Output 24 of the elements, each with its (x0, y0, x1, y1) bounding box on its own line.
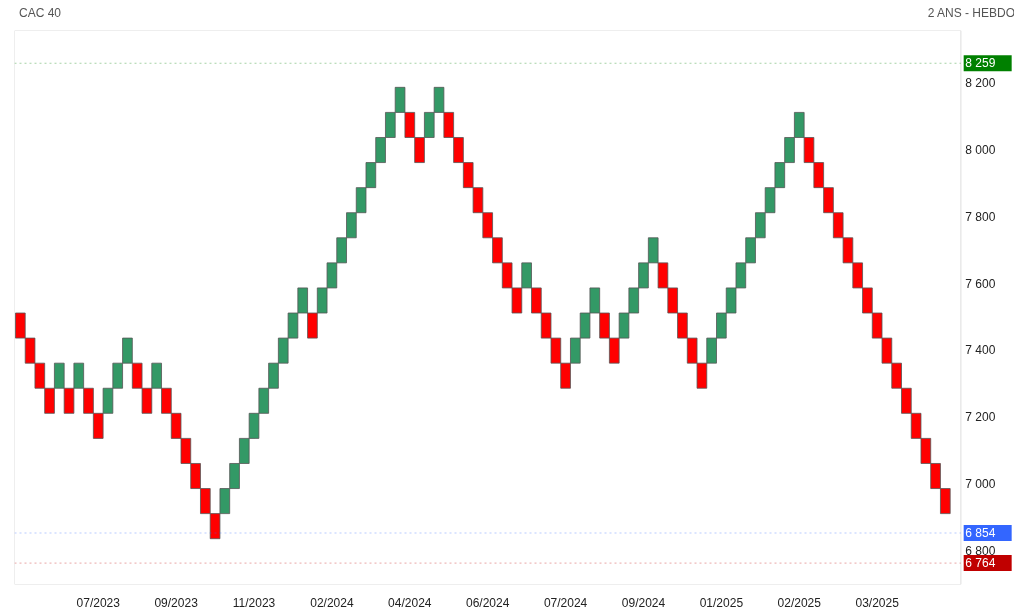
x-tick-label: 07/2023 (76, 595, 121, 610)
y-tick-label: 8 200 (965, 75, 996, 90)
y-tick-label: 7 000 (965, 477, 996, 492)
y-tick-label: 8 000 (965, 142, 996, 157)
chart-title: CAC 40 (19, 5, 62, 22)
x-tick-label: 07/2024 (543, 595, 588, 610)
x-tick-label: 03/2025 (855, 595, 900, 610)
ref-line-label: 6 764 (965, 556, 996, 571)
ref-line-label: 8 259 (965, 56, 996, 71)
x-tick-label: 09/2023 (154, 595, 199, 610)
x-tick-label: 01/2025 (699, 595, 744, 610)
x-tick-label: 04/2024 (388, 595, 432, 610)
y-tick-label: 7 200 (965, 410, 996, 425)
y-tick-label: 7 400 (965, 343, 996, 358)
x-tick-label: 06/2024 (466, 595, 510, 610)
y-tick-label: 7 800 (965, 209, 996, 224)
ref-line-label: 6 854 (965, 526, 996, 541)
y-tick-label: 6 800 (965, 544, 996, 559)
x-tick-label: 11/2023 (232, 595, 276, 610)
x-tick-label: 02/2025 (777, 595, 822, 610)
x-tick-label: 09/2024 (621, 595, 666, 610)
chart-subtitle: 2 ANS - HEBDO (927, 5, 1014, 22)
y-tick-label: 7 600 (965, 276, 996, 291)
x-tick-label: 02/2024 (310, 595, 354, 610)
